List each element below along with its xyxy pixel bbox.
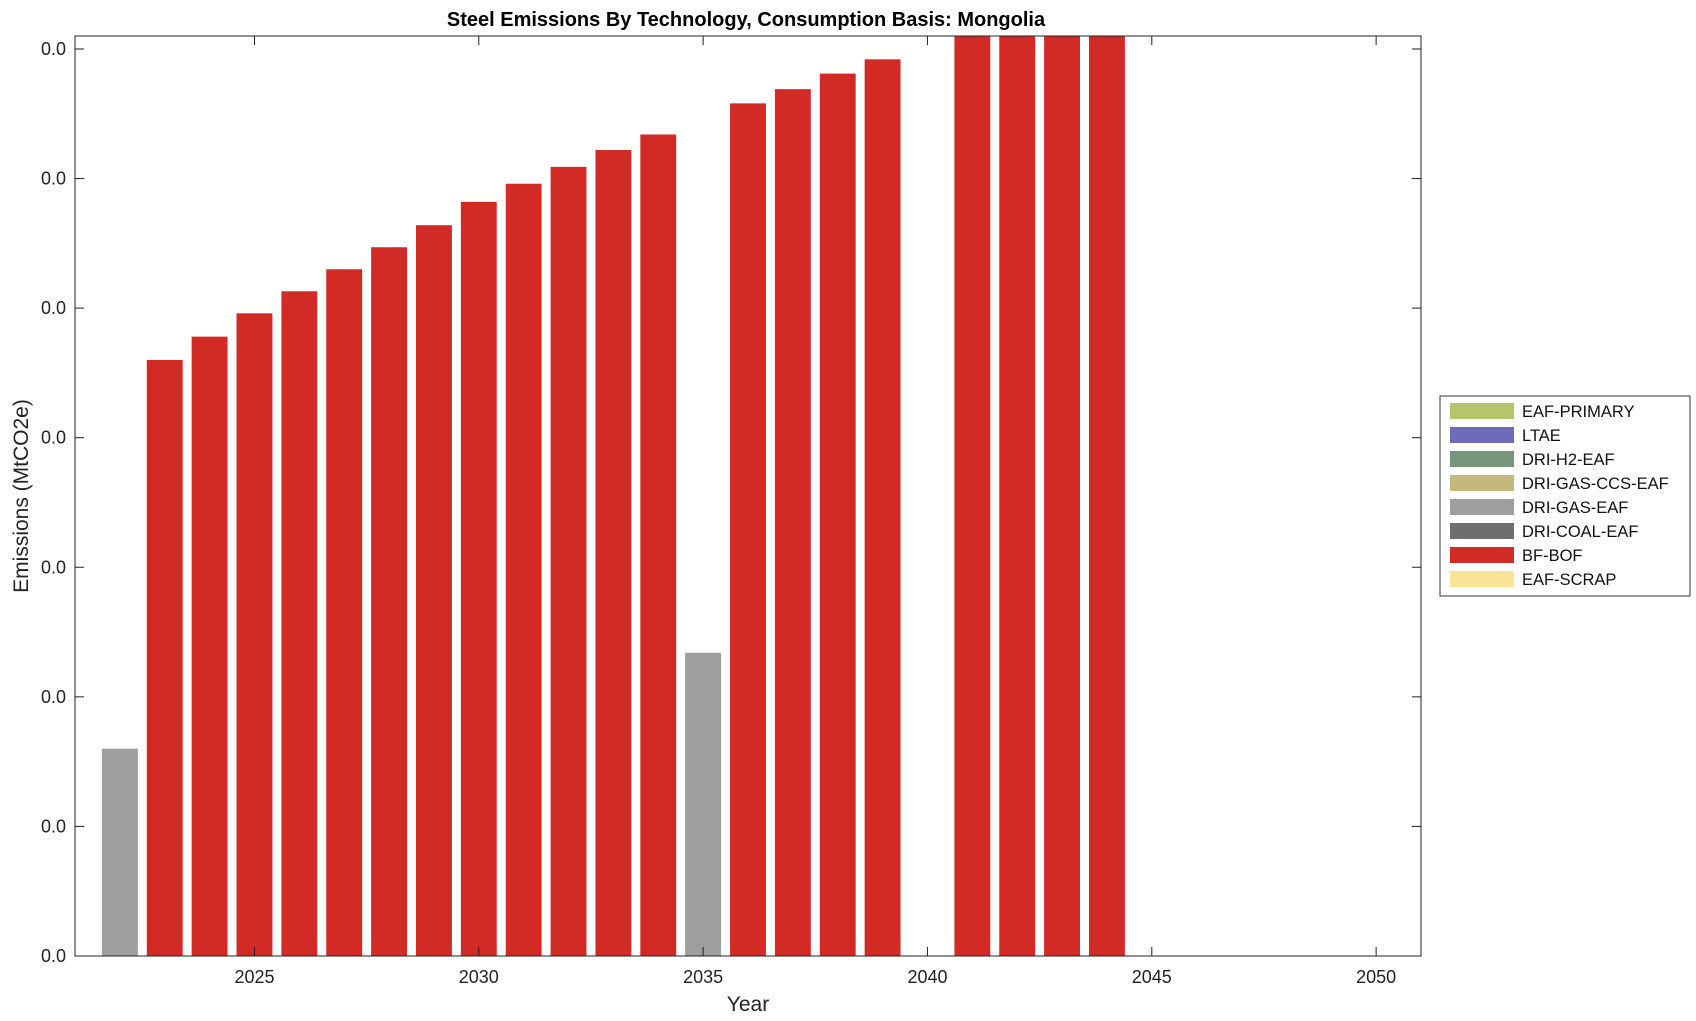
bar-bf-bof-2027 — [326, 269, 363, 956]
legend-label-eaf-primary: EAF-PRIMARY — [1522, 403, 1634, 421]
bar-bf-bof-2025 — [236, 313, 273, 956]
bar-dri-gas-eaf-2022 — [101, 748, 138, 956]
legend-swatch-dri-gas-eaf — [1450, 499, 1514, 515]
bar-bf-bof-2038 — [819, 73, 856, 956]
legend-swatch-ltae — [1450, 427, 1514, 443]
x-tick-label-2030: 2030 — [459, 967, 499, 987]
bar-bf-bof-2044 — [1088, 36, 1125, 956]
y-tick-label-6: 0.0 — [41, 169, 66, 189]
bar-bf-bof-2031 — [505, 183, 542, 957]
ticks-layer: 2025 2030 2035 2040 2045 2050 0.0 0.0 0.0 0.0 0.0 0… — [41, 36, 1421, 987]
bar-bf-bof-2032 — [550, 166, 587, 956]
bar-bf-bof-2036 — [730, 103, 766, 956]
legend-swatch-dri-gas-ccs-eaf — [1450, 475, 1514, 491]
y-tick-label-5: 0.0 — [41, 298, 66, 318]
legend-swatch-dri-coal-eaf — [1450, 523, 1514, 539]
legend-swatch-dri-h2-eaf — [1450, 451, 1514, 467]
y-axis-label: Emissions (MtCO2e) — [10, 399, 33, 593]
bar-bf-bof-2026 — [281, 291, 318, 956]
y-tick-label-3: 0.0 — [41, 557, 66, 577]
bar-bf-bof-2030 — [460, 201, 497, 957]
legend-box — [1439, 395, 1691, 597]
y-tick-label-1: 0.0 — [41, 816, 66, 836]
x-tick-label-2050: 2050 — [1356, 967, 1396, 987]
bar-bf-bof-2043 — [1044, 36, 1081, 956]
bar-bf-bof-2041 — [954, 36, 991, 956]
y-tick-label-0: 0.0 — [41, 946, 66, 966]
bar-bf-bof-2039 — [864, 59, 901, 956]
x-tick-label-2025: 2025 — [234, 967, 274, 987]
x-tick-label-2035: 2035 — [683, 967, 723, 987]
plot-frame — [74, 35, 1422, 957]
legend-label-bf-bof: BF-BOF — [1522, 547, 1583, 565]
legend-label-ltae: LTAE — [1522, 427, 1561, 445]
legend-label-dri-coal-eaf: DRI-COAL-EAF — [1522, 523, 1638, 541]
bar-bf-bof-2029 — [415, 225, 452, 956]
bar-bf-bof-2028 — [371, 247, 408, 956]
bars-layer — [101, 36, 1125, 957]
bar-bf-bof-2037 — [774, 89, 811, 956]
y-tick-label-7: 0.0 — [41, 39, 66, 59]
bar-dri-gas-eaf-2035 — [685, 652, 722, 956]
legend-label-dri-gas-ccs-eaf: DRI-GAS-CCS-EAF — [1522, 475, 1669, 493]
y-tick-label-4: 0.0 — [41, 428, 66, 448]
x-tick-label-2040: 2040 — [907, 967, 947, 987]
bar-bf-bof-2033 — [595, 150, 632, 956]
x-tick-label-2045: 2045 — [1132, 967, 1172, 987]
bar-bf-bof-2034 — [640, 134, 677, 957]
bar-bf-bof-2023 — [146, 359, 183, 956]
legend-label-eaf-scrap: EAF-SCRAP — [1522, 571, 1616, 589]
bar-bf-bof-2024 — [191, 336, 228, 956]
legend-swatch-eaf-primary — [1450, 403, 1514, 419]
legend-swatch-bf-bof — [1450, 547, 1514, 563]
x-axis-label: Year — [727, 993, 769, 1016]
legend-label-dri-h2-eaf: DRI-H2-EAF — [1522, 451, 1615, 469]
y-tick-label-2: 0.0 — [41, 687, 66, 707]
chart-title: Steel Emissions By Technology, Consumpti… — [447, 9, 1046, 31]
legend: EAF-PRIMARY LTAE DRI-H2-EAF DRI-GAS-CCS-EAF… — [1439, 395, 1691, 597]
bar-bf-bof-2042 — [999, 36, 1036, 956]
legend-swatch-eaf-scrap — [1450, 571, 1514, 587]
legend-label-dri-gas-eaf: DRI-GAS-EAF — [1522, 499, 1628, 517]
